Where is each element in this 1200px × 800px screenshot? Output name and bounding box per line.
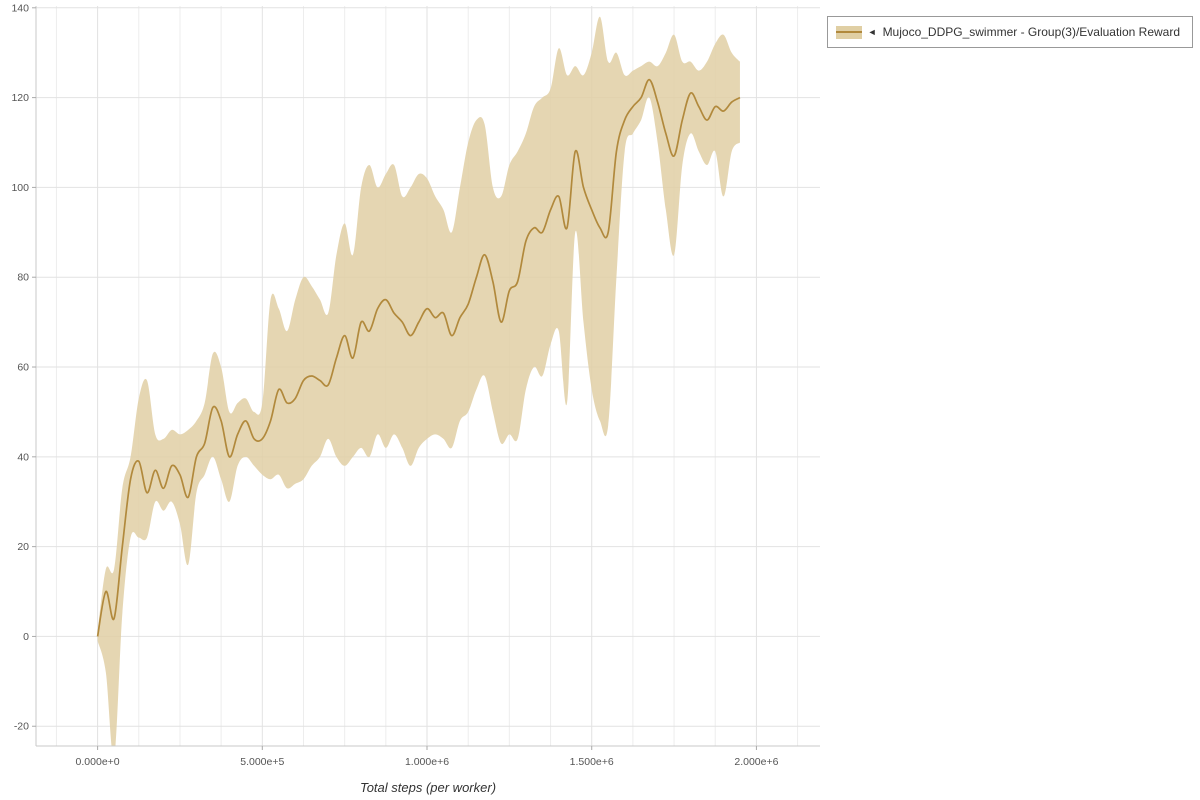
svg-text:140: 140 — [11, 2, 29, 14]
svg-text:120: 120 — [11, 92, 29, 104]
y-tick-labels: -20 0 20 40 60 80 100 120 140 — [11, 2, 29, 732]
svg-text:100: 100 — [11, 182, 29, 194]
svg-text:40: 40 — [17, 451, 29, 463]
svg-text:2.000e+6: 2.000e+6 — [734, 756, 778, 768]
svg-text:-20: -20 — [14, 721, 29, 733]
x-axis-title: Total steps (per worker) — [359, 780, 497, 795]
legend-series-label: Mujoco_DDPG_swimmer - Group(3)/Evaluatio… — [882, 25, 1180, 39]
svg-text:0.000e+0: 0.000e+0 — [76, 756, 120, 768]
svg-text:5.000e+5: 5.000e+5 — [240, 756, 284, 768]
svg-text:20: 20 — [17, 541, 29, 553]
legend-series-swatch — [835, 25, 862, 39]
svg-text:1.500e+6: 1.500e+6 — [570, 756, 614, 768]
svg-text:0: 0 — [23, 631, 29, 643]
legend-collapse-icon[interactable]: ◄ — [867, 26, 877, 37]
svg-text:1.000e+6: 1.000e+6 — [405, 756, 449, 768]
svg-text:60: 60 — [17, 362, 29, 374]
axis-ticks — [32, 7, 757, 750]
legend[interactable]: ◄ Mujoco_DDPG_swimmer - Group(3)/Evaluat… — [826, 16, 1193, 48]
mean-line — [96, 78, 741, 637]
confidence-band — [97, 16, 740, 746]
svg-text:80: 80 — [17, 272, 29, 284]
axis-spines — [35, 6, 820, 747]
x-tick-labels: 0.000e+0 5.000e+5 1.000e+6 1.500e+6 2.000e+6 — [76, 756, 779, 768]
